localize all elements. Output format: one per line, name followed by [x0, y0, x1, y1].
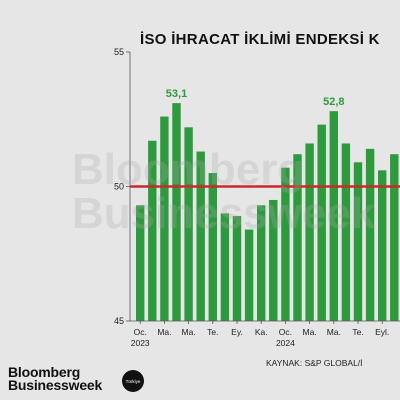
- data-label: 53,1: [166, 88, 187, 100]
- bar: [329, 111, 338, 322]
- bar: [148, 140, 157, 321]
- bar: [281, 167, 290, 321]
- x-tick-label: Ma.: [182, 327, 196, 337]
- chart-title: İSO İHRACAT İKLİMİ ENDEKSİ K: [140, 31, 380, 48]
- y-tick-label: 50: [114, 182, 124, 192]
- bar: [136, 205, 145, 321]
- bar: [378, 170, 387, 321]
- bar: [232, 216, 242, 321]
- x-tick-year-label: 2023: [131, 338, 150, 348]
- x-tick-label: Eyl.: [375, 327, 389, 337]
- bar: [244, 229, 254, 321]
- source-note: KAYNAK: S&P GLOBAL/İ: [266, 358, 363, 368]
- bar: [208, 173, 217, 321]
- bar: [293, 154, 302, 321]
- bar: [257, 205, 266, 321]
- brand-line2: Businessweek: [8, 377, 103, 393]
- bar: [365, 148, 375, 321]
- x-tick-label: Ma.: [327, 327, 341, 337]
- bar: [172, 103, 181, 321]
- bar: [160, 116, 169, 321]
- y-tick-label: 45: [114, 316, 124, 326]
- bar: [341, 143, 351, 321]
- bar: [317, 124, 326, 321]
- bar: [353, 162, 363, 321]
- x-tick-label: Oc.: [279, 327, 292, 337]
- data-label: 52,8: [323, 96, 344, 108]
- y-tick-label: 55: [114, 47, 124, 57]
- bar: [220, 213, 230, 321]
- bar: [269, 199, 278, 321]
- x-tick-label: Ey.: [231, 327, 243, 337]
- x-tick-label: Ka.: [255, 327, 268, 337]
- x-tick-year-label: 2024: [276, 338, 295, 348]
- x-tick-label: Te.: [352, 327, 363, 337]
- bar: [305, 143, 314, 321]
- bar: [196, 151, 205, 321]
- x-tick-label: Ma.: [303, 327, 317, 337]
- x-tick-label: Ma.: [157, 327, 171, 337]
- bar: [390, 154, 399, 321]
- x-tick-label: Oc.: [134, 327, 147, 337]
- brand-logo: Bloomberg Businessweek: [8, 364, 103, 393]
- x-tick-label: Te.: [207, 327, 218, 337]
- brand-badge: Türkiye: [122, 370, 144, 392]
- bar: [184, 127, 193, 321]
- brand-line1: Bloomberg: [8, 364, 81, 380]
